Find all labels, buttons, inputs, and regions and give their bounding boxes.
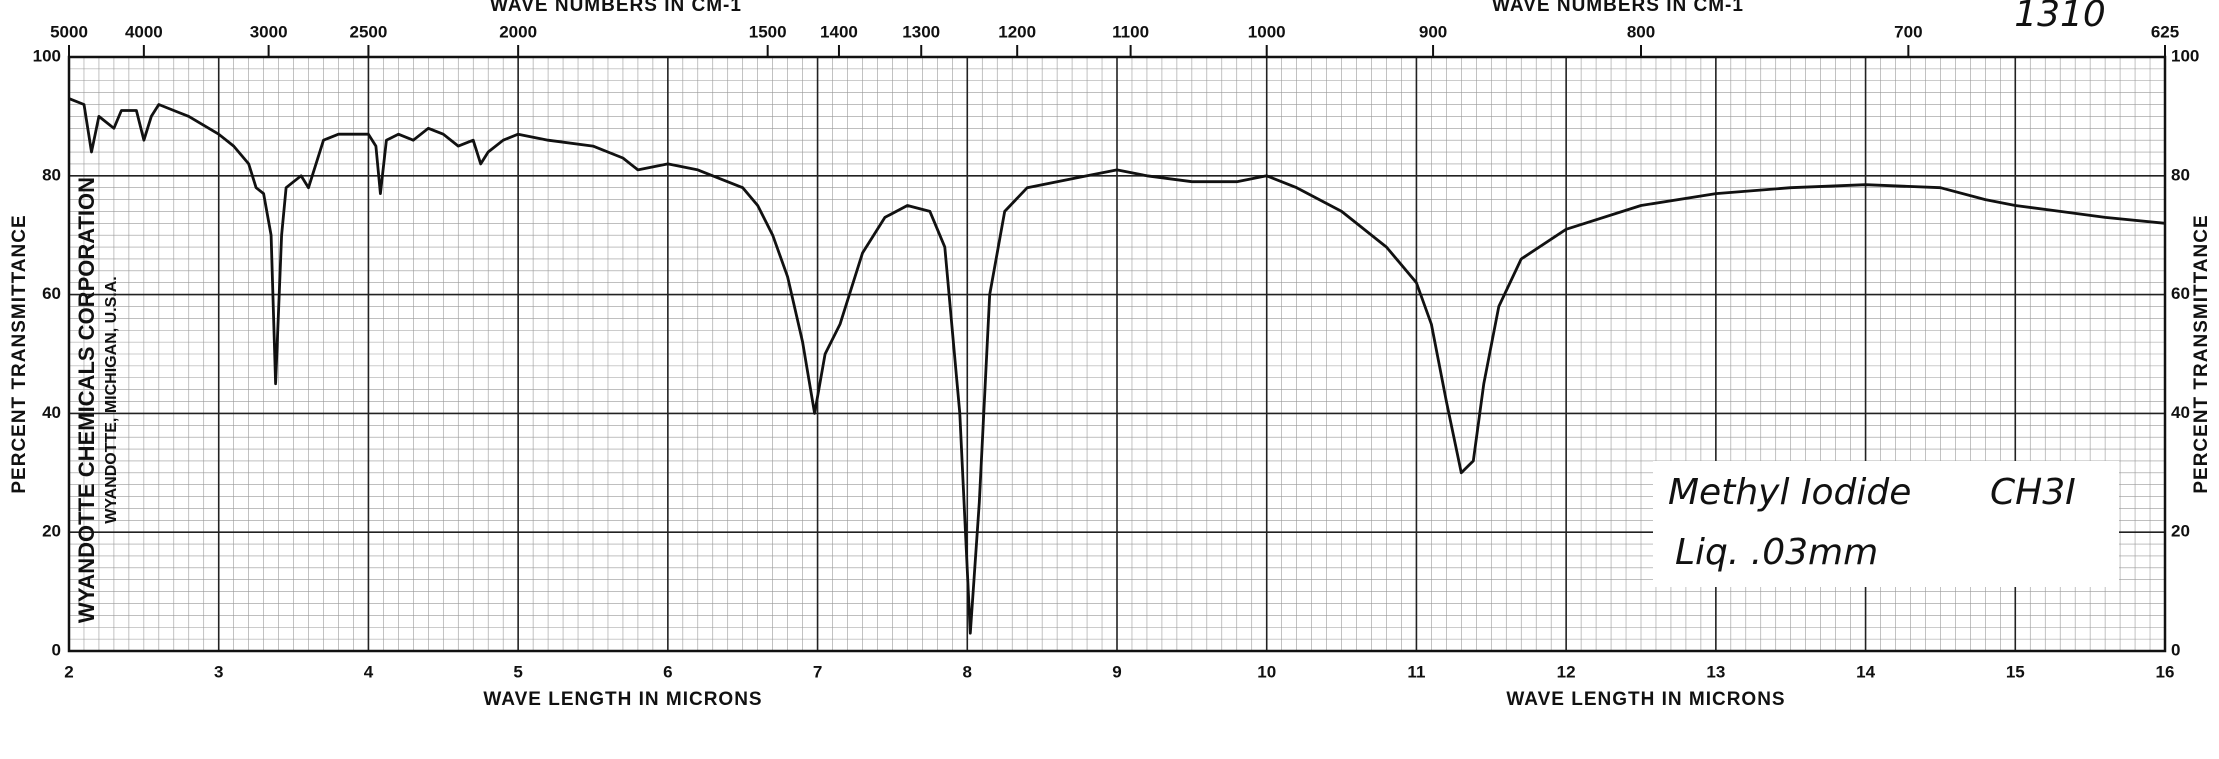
y-tick-label: 80 [42, 165, 61, 184]
x-tick-label: 2 [64, 662, 73, 681]
y-tick-label-right: 40 [2171, 403, 2190, 422]
y-tick-label-right: 80 [2171, 165, 2190, 184]
spectrum-line [68, 97, 2166, 635]
x-tick-label: 6 [663, 662, 672, 681]
x-tick-label: 15 [2006, 662, 2025, 681]
y-tick-label-right: 20 [2171, 522, 2190, 541]
x-tick-label: 4 [364, 662, 374, 681]
x2-tick-label: 625 [2151, 22, 2179, 41]
x-tick-label: 3 [214, 662, 223, 681]
maker-label: WYANDOTTE CHEMICALS CORPORATION [74, 177, 99, 623]
x-axis-label: WAVE LENGTH IN MICRONS [483, 689, 762, 710]
plot-border [67, 55, 2167, 653]
x2-tick-label: 900 [1419, 22, 1447, 41]
y-tick-label: 60 [42, 284, 61, 303]
y-axis-label-right: PERCENT TRANSMITTANCE [2191, 214, 2212, 493]
x2-tick-label: 1400 [820, 22, 858, 41]
x2-tick-label: 5000 [50, 22, 88, 41]
y-tick-label-right: 60 [2171, 284, 2190, 303]
y-axis-label: PERCENT TRANSMITTANCE [9, 214, 30, 493]
y-tick-label: 20 [42, 522, 61, 541]
x2-tick-label: 700 [1894, 22, 1922, 41]
x2-tick-label: 2000 [499, 22, 537, 41]
x-axis-label: WAVE LENGTH IN MICRONS [1506, 689, 1785, 710]
x-tick-label: 5 [513, 662, 522, 681]
x-tick-label: 12 [1557, 662, 1576, 681]
x-tick-label: 9 [1112, 662, 1121, 681]
x2-tick-label: 2500 [350, 22, 388, 41]
annotation-box [1653, 461, 2119, 587]
chart-number: 1310 [2014, 0, 2106, 35]
x2-tick-label: 1200 [998, 22, 1036, 41]
y-tick-label-right: 100 [2171, 46, 2199, 65]
x2-tick-label: 1500 [749, 22, 787, 41]
x-tick-label: 7 [813, 662, 822, 681]
maker-label: WYANDOTTE, MICHIGAN, U.S.A. [103, 276, 120, 523]
x-tick-label: 8 [963, 662, 972, 681]
x-tick-label: 14 [1856, 662, 1875, 681]
x2-axis-label: WAVE NUMBERS IN CM-1 [1492, 0, 1744, 16]
grid [67, 55, 2167, 653]
x2-tick-label: 3000 [250, 22, 288, 41]
x-tick-label: 10 [1257, 662, 1276, 681]
x-tick-label: 16 [2156, 662, 2175, 681]
x-tick-label: 11 [1407, 662, 1425, 681]
x2-axis-label: WAVE NUMBERS IN CM-1 [490, 0, 742, 16]
x2-tick-label: 1000 [1248, 22, 1286, 41]
annotation-formula: CH3I [1990, 472, 2076, 513]
x-tick-label: 13 [1706, 662, 1725, 681]
x2-tick-label: 800 [1627, 22, 1655, 41]
y-tick-label: 100 [33, 46, 61, 65]
x2-tick-label: 4000 [125, 22, 163, 41]
y-tick-label-right: 0 [2171, 640, 2180, 659]
annotation-name: Methyl Iodide [1668, 472, 1911, 513]
y-tick-label: 40 [42, 403, 61, 422]
y-tick-label: 0 [52, 640, 61, 659]
x2-tick-label: 1300 [902, 22, 940, 41]
annotation-sample: Liq. .03mm [1675, 532, 1878, 573]
x2-tick-label: 1100 [1112, 22, 1149, 41]
